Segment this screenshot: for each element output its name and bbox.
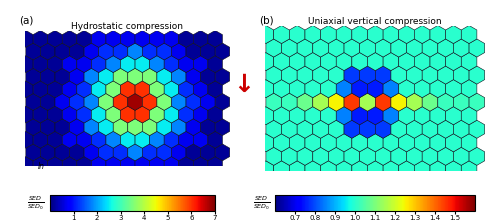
Title: Uniaxial vertical compression: Uniaxial vertical compression (308, 17, 442, 26)
Text: (a): (a) (19, 16, 34, 26)
Text: $\frac{SED}{SED_0}$: $\frac{SED}{SED_0}$ (27, 194, 45, 211)
Text: (b): (b) (259, 16, 274, 26)
Title: Hydrostatic compression: Hydrostatic compression (72, 22, 184, 30)
Text: ↓: ↓ (234, 73, 254, 97)
Text: ln: ln (38, 162, 45, 171)
Text: $\frac{SED}{SED_0}$: $\frac{SED}{SED_0}$ (253, 194, 271, 211)
